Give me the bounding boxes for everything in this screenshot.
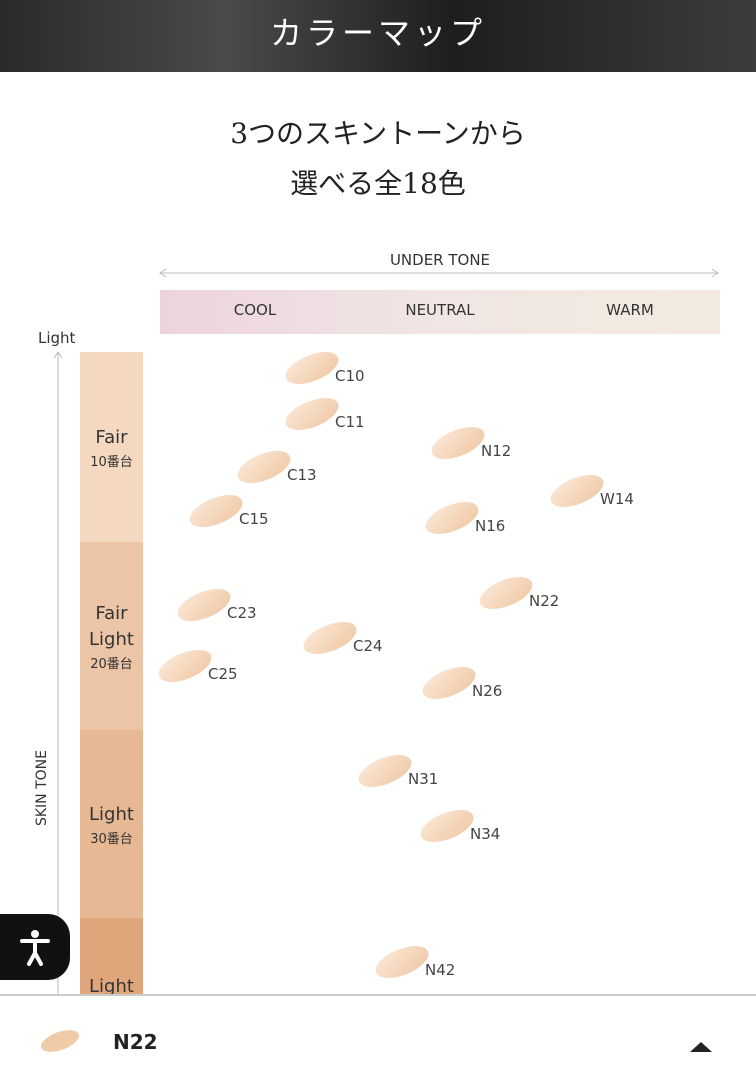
band-name: Fair (95, 426, 128, 448)
swatch[interactable] (427, 420, 489, 465)
skin-band: Light 30番台 (80, 730, 143, 918)
swatch[interactable] (418, 660, 480, 705)
column-label: COOL (233, 301, 277, 319)
swatch[interactable] (371, 939, 433, 984)
swatch-label: W14 (600, 490, 634, 508)
toggle-caret[interactable] (688, 1040, 714, 1054)
swatch-label: N34 (470, 825, 500, 843)
swatch[interactable] (416, 803, 478, 848)
swatch[interactable] (173, 582, 235, 627)
swatch-label: N22 (529, 592, 559, 610)
selected-swatch (40, 1030, 80, 1052)
band-number: 20番台 (90, 656, 133, 672)
skin-band: Fair Light 20番台 (80, 542, 143, 730)
band-number: 10番台 (90, 454, 133, 470)
swatch[interactable] (354, 748, 416, 793)
under-tone-arrow (159, 268, 719, 278)
heading-line: 選べる全18色 (290, 167, 466, 200)
swatch-label: C11 (335, 413, 365, 431)
swatch[interactable] (475, 570, 537, 615)
skin-band: Fair 10番台 (80, 352, 143, 542)
accessibility-icon (20, 930, 50, 966)
swatch-label: N42 (425, 961, 455, 979)
band-name: Light (89, 976, 134, 997)
swatch-label: C10 (335, 367, 365, 385)
band-name: Fair Light (89, 602, 134, 650)
selection-bar[interactable]: N22 (0, 994, 756, 1082)
swatch-label: C24 (353, 637, 383, 655)
band-name: Light (89, 803, 134, 825)
under-tone-bar (160, 290, 720, 334)
swatch-label: N12 (481, 442, 511, 460)
under-tone-label: UNDER TONE (389, 251, 491, 269)
swatch-label: C23 (227, 604, 257, 622)
swatch[interactable] (421, 495, 483, 540)
swatch-label: N26 (472, 682, 502, 700)
swatch[interactable] (185, 488, 247, 533)
swatch-label: C15 (239, 510, 269, 528)
swatch[interactable] (281, 345, 343, 390)
swatch-label: C25 (208, 665, 238, 683)
swatch[interactable] (281, 391, 343, 436)
swatch[interactable] (299, 615, 361, 660)
header: カラーマップ (0, 0, 756, 72)
swatch-label: N16 (475, 517, 505, 535)
swatch-label: C13 (287, 466, 317, 484)
column-label: WARM (606, 301, 654, 319)
accessibility-button[interactable] (0, 914, 70, 980)
swatch[interactable] (233, 444, 295, 489)
swatch-label: N31 (408, 770, 438, 788)
column-label: NEUTRAL (405, 301, 475, 319)
selected-label: N22 (113, 1030, 158, 1054)
heading-line: 3つのスキントーンから (230, 117, 526, 150)
header-title: カラーマップ (269, 14, 486, 52)
skin-tone-arrow (53, 351, 63, 1000)
swatch[interactable] (546, 468, 608, 513)
swatch[interactable] (154, 643, 216, 688)
band-number: 30番台 (90, 831, 133, 847)
light-label: Light (38, 329, 76, 347)
